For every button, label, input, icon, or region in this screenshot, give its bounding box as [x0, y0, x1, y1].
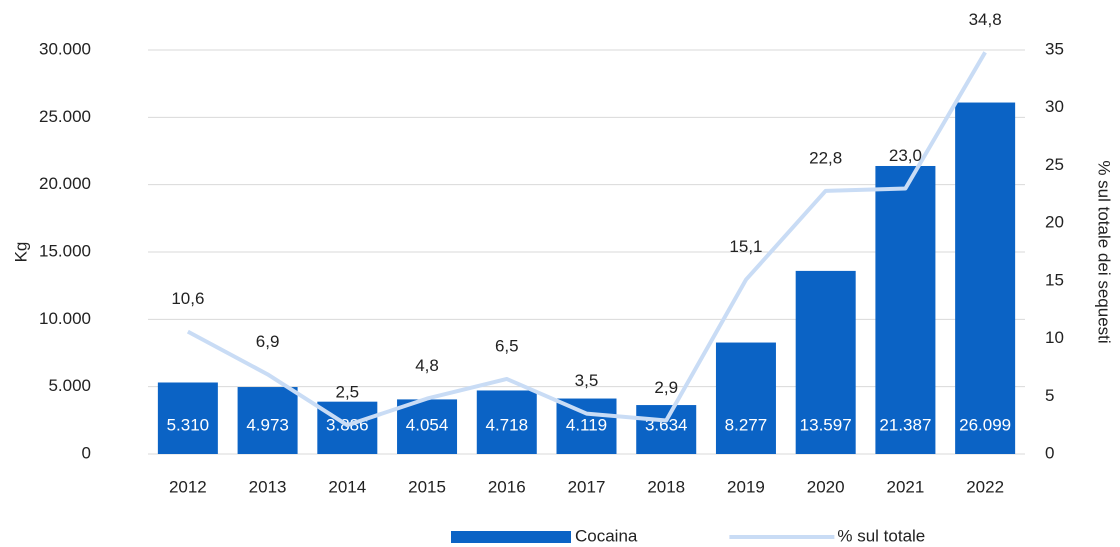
bar	[715, 342, 776, 454]
legend-label: % sul totale	[837, 526, 925, 545]
legend-label: Cocaina	[575, 526, 638, 545]
x-tick-label: 2013	[249, 477, 287, 496]
bar	[397, 399, 458, 454]
line-value-label: 6,9	[256, 332, 280, 351]
bar-value-label: 4.718	[485, 415, 528, 434]
bar-value-label: 26.099	[959, 415, 1011, 434]
y2-tick-label: 10	[1045, 328, 1064, 347]
x-tick-label: 2015	[408, 477, 446, 496]
bar-value-label: 8.277	[725, 415, 768, 434]
y-tick-label: 20.000	[39, 174, 91, 193]
line	[186, 51, 987, 428]
bar-value-label: 21.387	[879, 415, 931, 434]
x-tick-label: 2021	[886, 477, 924, 496]
y2-tick-label: 35	[1045, 39, 1064, 58]
bar	[556, 398, 617, 454]
bar-value-label: 5.310	[167, 415, 210, 434]
x-tick-label: 2018	[647, 477, 685, 496]
line-value-label: 3,5	[575, 371, 599, 390]
line-value-label: 23,0	[889, 146, 922, 165]
line-value-label: 2,9	[654, 378, 678, 397]
y-tick-label: 10.000	[39, 309, 91, 328]
line-value-label: 4,8	[415, 356, 439, 375]
y-axis-label: Kg	[11, 242, 30, 263]
bar-value-label: 13.597	[800, 415, 852, 434]
y-tick-label: 25.000	[39, 107, 91, 126]
line-value-label: 22,8	[809, 148, 842, 167]
x-tick-label: 2020	[807, 477, 845, 496]
y2-tick-label: 15	[1045, 270, 1064, 289]
y-tick-label: 30.000	[39, 39, 91, 58]
line-value-label: 2,5	[335, 383, 359, 402]
y-tick-label: 5.000	[48, 376, 91, 395]
y2-tick-label: 30	[1045, 97, 1064, 116]
bar	[636, 405, 697, 454]
y-tick-label: 15.000	[39, 241, 91, 260]
line-value-label: 6,5	[495, 336, 519, 355]
x-tick-label: 2012	[169, 477, 207, 496]
bar-value-label: 4.054	[406, 415, 449, 434]
bar	[237, 387, 298, 454]
bar-value-label: 4.973	[246, 415, 289, 434]
x-tick-label: 2014	[328, 477, 366, 496]
y2-tick-label: 5	[1045, 386, 1054, 405]
line-value-label: 34,8	[969, 10, 1002, 29]
y-tick-label: 0	[82, 443, 91, 462]
line-value-label: 15,1	[729, 237, 762, 256]
x-tick-label: 2022	[966, 477, 1004, 496]
y2-tick-label: 25	[1045, 155, 1064, 174]
bar	[795, 270, 856, 454]
bar	[875, 165, 936, 454]
x-tick-label: 2017	[568, 477, 606, 496]
line-value-label: 10,6	[171, 289, 204, 308]
x-tick-label: 2016	[488, 477, 526, 496]
y2-axis-label: % sul totale dei sequesti	[1095, 160, 1114, 343]
bar-value-label: 4.119	[566, 415, 607, 434]
y2-tick-label: 20	[1045, 213, 1064, 232]
x-tick-label: 2019	[727, 477, 765, 496]
bar	[476, 390, 537, 454]
bar	[157, 382, 218, 454]
bar	[955, 102, 1016, 454]
legend-swatch	[451, 531, 571, 543]
y2-tick-label: 0	[1045, 443, 1054, 462]
